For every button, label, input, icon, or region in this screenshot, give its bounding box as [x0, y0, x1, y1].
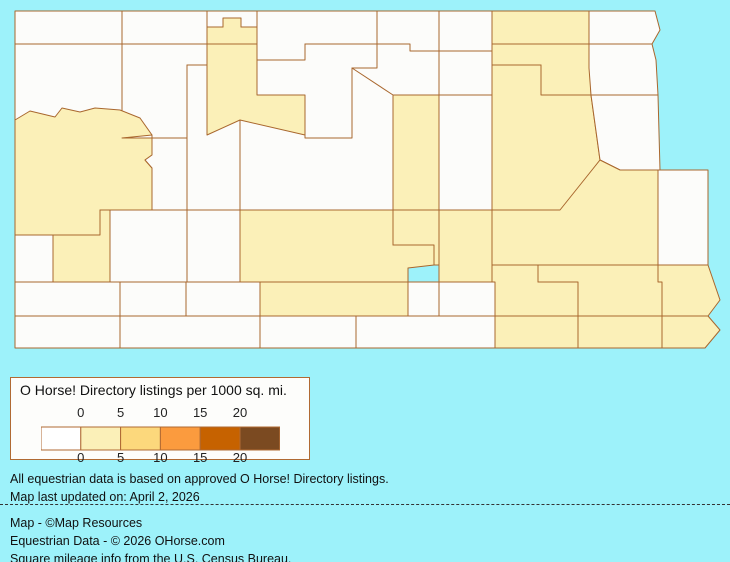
- svg-text:5: 5: [117, 450, 124, 462]
- svg-text:15: 15: [193, 405, 207, 420]
- svg-text:10: 10: [153, 450, 167, 462]
- svg-text:10: 10: [153, 405, 167, 420]
- svg-text:5: 5: [117, 405, 124, 420]
- svg-text:20: 20: [233, 405, 247, 420]
- svg-text:15: 15: [193, 450, 207, 462]
- svg-text:0: 0: [77, 405, 84, 420]
- svg-text:0: 0: [77, 450, 84, 462]
- svg-text:20: 20: [233, 450, 247, 462]
